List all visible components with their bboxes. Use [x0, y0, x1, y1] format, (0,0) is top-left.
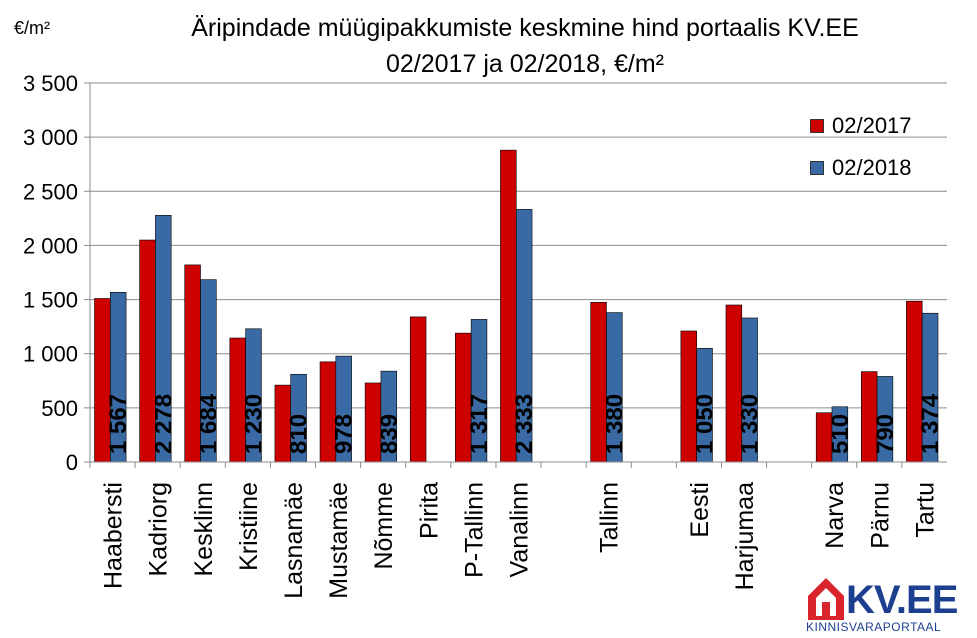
data-label: 1 380 — [601, 394, 628, 454]
data-label: 1 567 — [105, 394, 132, 454]
chart-title: Äripindade müügipakkumiste keskmine hind… — [191, 14, 859, 42]
x-tick-label: Mustamäe — [325, 482, 353, 599]
y-tick-label: 3 000 — [23, 125, 78, 150]
y-axis-unit: €/m² — [14, 18, 50, 38]
legend-swatch-2018 — [810, 161, 824, 175]
data-label: 510 — [827, 414, 854, 454]
data-label: 790 — [872, 414, 899, 454]
x-tick-label: Nõmme — [370, 482, 398, 570]
data-label: 1 317 — [466, 394, 493, 454]
y-tick-label: 3 500 — [23, 71, 78, 96]
x-tick-label: Kesklinn — [190, 482, 218, 577]
data-label: 839 — [376, 414, 403, 454]
x-tick-label: Lasnamäe — [280, 482, 308, 599]
legend-label-2018: 02/2018 — [832, 155, 912, 180]
y-tick-label: 2 500 — [23, 179, 78, 204]
legend-item-2017: 02/2017 — [810, 113, 912, 139]
x-tick-label: Eesti — [686, 482, 714, 538]
x-tick-label: Pirita — [415, 482, 443, 539]
house-icon — [808, 578, 844, 620]
data-label: 1 230 — [241, 394, 268, 454]
x-tick-labels: Haabersti Kadriorg Kesklinn Kristiine Lasnam… — [100, 482, 940, 599]
chart-subtitle: 02/2017 ja 02/2018, €/m² — [386, 50, 664, 78]
legend-item-2018: 02/2018 — [810, 155, 912, 181]
y-tick-label: 500 — [41, 396, 78, 421]
x-tick-label: Harjumaa — [731, 482, 759, 590]
logo-text: KV.EE — [846, 578, 958, 622]
x-tick-label: P-Tallinn — [460, 482, 488, 578]
kv-ee-logo: KV.EE KINNISVARAPORTAAL — [806, 574, 972, 634]
data-label: 2 333 — [511, 394, 538, 454]
data-labels: 1 567 2 278 1 684 1 230 810 978 839 1 317 2 333 1… — [105, 393, 944, 454]
y-tick-label: 2 000 — [23, 233, 78, 258]
x-tick-label: Tallinn — [596, 482, 624, 553]
data-label: 810 — [286, 414, 313, 454]
data-label: 1 050 — [692, 394, 719, 454]
y-tick-label: 0 — [66, 450, 78, 475]
y-tick-label: 1 000 — [23, 342, 78, 367]
x-tick-label: Tartu — [911, 482, 939, 538]
data-label: 2 278 — [150, 394, 177, 454]
x-tick-label: Narva — [821, 482, 849, 549]
data-label: 1 374 — [917, 393, 944, 454]
x-tick-label: Pärnu — [866, 482, 894, 549]
x-tick-label: Haabersti — [100, 482, 128, 589]
x-tick-label: Vanalinn — [506, 482, 534, 577]
x-tick-label: Kadriorg — [145, 482, 173, 577]
data-label: 1 330 — [737, 394, 764, 454]
y-tick-label: 1 500 — [23, 288, 78, 313]
bar-2017-Pirita — [409, 316, 427, 463]
y-tick-labels: 0 500 1 000 1 500 2 000 2 500 3 000 3 500 — [23, 71, 78, 475]
data-label: 1 684 — [195, 393, 222, 454]
axes — [84, 82, 947, 468]
legend-swatch-2017 — [810, 119, 824, 133]
logo-subtitle: KINNISVARAPORTAAL — [806, 620, 942, 634]
legend-label-2017: 02/2017 — [832, 113, 912, 138]
data-label: 978 — [331, 414, 358, 454]
x-tick-label: Kristiine — [235, 482, 263, 571]
